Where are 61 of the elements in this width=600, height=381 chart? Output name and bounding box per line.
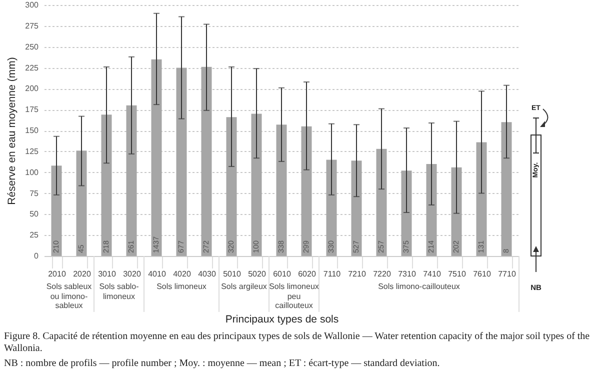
bar: [326, 160, 337, 256]
bar: [151, 59, 162, 256]
y-tick-label: 225: [25, 63, 40, 72]
x-tick-label: 4020: [173, 270, 192, 278]
x-tick-label: 4010: [148, 270, 166, 278]
bar: [451, 167, 462, 256]
text: Sols limoneux peu caillouteux: [269, 282, 319, 310]
x-tick-label: 2020: [73, 270, 92, 278]
bar: [176, 68, 187, 256]
x-axis-title: Principaux types de sols: [225, 314, 339, 326]
x-tick-label: 7310: [398, 270, 416, 278]
x-tick-label: 7610: [473, 270, 492, 278]
text: Sols limono-caillouteux: [377, 282, 461, 292]
text: Sols sablo-limoneux: [98, 282, 140, 301]
x-tick-label: 3010: [98, 270, 116, 278]
x-tick-label: 7210: [348, 270, 366, 278]
caption: Figure 8. Capacité de rétention moyenne en eau des principaux types de sols de Wallonie — Water retention capacity of the major soil types of the Wallonia.: [4, 331, 591, 354]
bar: [401, 170, 412, 256]
bar: [376, 148, 387, 256]
x-tick-label: 7710: [498, 270, 516, 278]
y-tick-label: 75: [30, 188, 40, 198]
y-tick-label: 100: [25, 168, 40, 177]
x-tick-label: 7510: [448, 270, 466, 278]
y-tick-label: 275: [25, 21, 40, 30]
x-tick-label: 7220: [373, 270, 392, 278]
x-tick-label: 7410: [423, 270, 442, 278]
bar: [251, 114, 262, 256]
bar: [76, 150, 87, 256]
bar: [301, 126, 312, 256]
x-tick-label: 6010: [273, 270, 292, 278]
y-tick-label: 0: [34, 252, 40, 260]
bar: [476, 142, 487, 256]
x-tick-label: 3020: [123, 270, 142, 278]
y-tick-label: 175: [25, 105, 40, 114]
bar: [201, 66, 212, 256]
y-tick-label: 150: [25, 126, 40, 135]
x-tick-label: 2010: [48, 270, 66, 278]
text: Sols limoneux: [156, 282, 208, 292]
y-tick-label: 25: [30, 230, 40, 240]
bar: [501, 122, 512, 256]
x-tick-label: 7110: [323, 270, 342, 278]
y-tick-label: 200: [25, 84, 40, 94]
bar: [276, 124, 287, 256]
bar: [351, 160, 362, 256]
text: Sols sableux ou limono-sableux: [45, 282, 93, 310]
bar: [126, 105, 137, 256]
text: Sols argileux: [220, 282, 268, 292]
y-tick-label: 50: [30, 210, 40, 219]
y-tick-label: 250: [25, 42, 40, 52]
bar: [51, 166, 62, 256]
x-tick-label: 5010: [223, 270, 242, 278]
bar: [426, 164, 437, 256]
y-axis-title: Réserve en eau moyenne (mm): [6, 57, 18, 205]
text: NB : nombre de profils — profile number ; Moy. : moyenne — mean ; ET : écart-type — standard deviation.: [4, 358, 441, 370]
bar: [101, 114, 112, 256]
y-tick-label: 125: [25, 146, 40, 156]
x-tick-label: 6020: [298, 270, 316, 278]
x-tick-label: 4030: [198, 270, 216, 278]
bar: [226, 117, 237, 256]
x-tick-label: 5020: [248, 270, 266, 278]
y-tick-label: 300: [25, 0, 40, 10]
